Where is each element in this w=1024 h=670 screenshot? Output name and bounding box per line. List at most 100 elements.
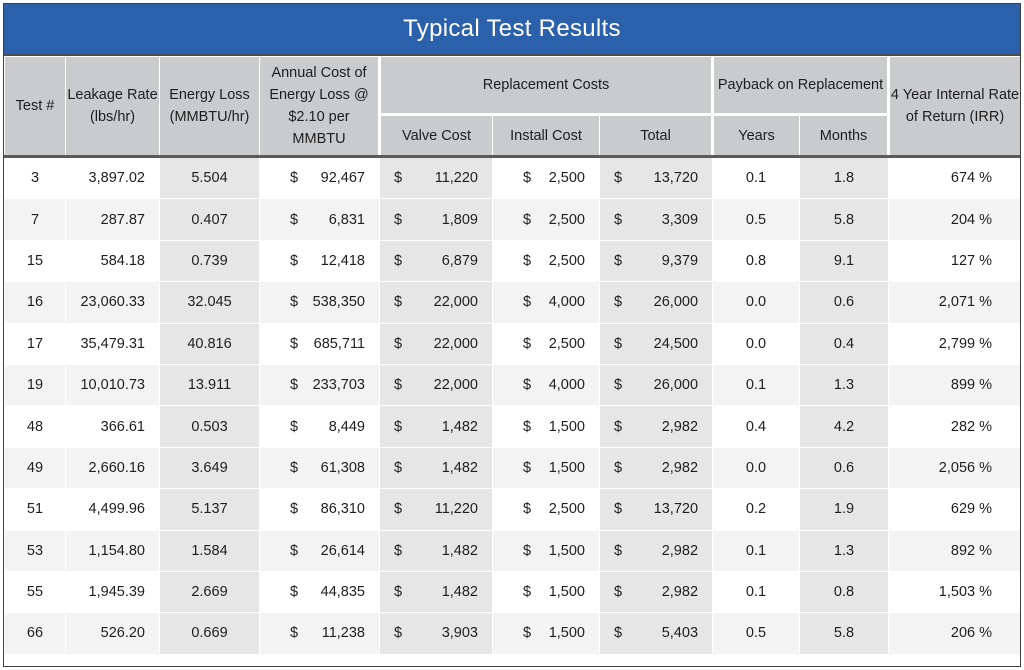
cell-test: 49 — [4, 446, 66, 490]
currency-symbol: $ — [394, 501, 403, 518]
cell-test: 66 — [4, 612, 66, 655]
cell-value: 26,000 — [653, 294, 699, 311]
currency-symbol: $ — [394, 584, 403, 601]
cell-value: 22,000 — [433, 377, 478, 394]
cell-value: 1,809 — [441, 211, 478, 228]
header-replacement-costs: Replacement Costs — [377, 56, 714, 116]
cell-value: 24,500 — [653, 335, 699, 352]
currency-symbol: $ — [523, 418, 532, 435]
table-header: Test # Leakage Rate (lbs/hr) Energy Loss… — [4, 56, 1020, 158]
currency-symbol: $ — [394, 459, 403, 476]
currency-symbol: $ — [523, 294, 532, 311]
currency-symbol: $ — [290, 294, 299, 311]
header-leakage-rate: Leakage Rate (lbs/hr) — [65, 56, 160, 158]
cell-leakage: 23,060.33 — [65, 281, 160, 324]
cell-leakage: 2,660.16 — [65, 446, 160, 490]
header-test: Test # — [4, 56, 66, 158]
currency-symbol: $ — [290, 377, 299, 394]
cell-annual: $538,350 — [259, 281, 380, 324]
table-row: 48 366.61 0.503 $8,449 $1,482 $1,500 $2,982 0.4… — [4, 405, 1020, 448]
header-total: Total — [598, 114, 714, 158]
header-irr: 4 Year Internal Rate of Return (IRR) — [887, 56, 1020, 158]
cell-annual: $92,467 — [259, 155, 380, 200]
cell-total: $3,309 — [598, 198, 714, 241]
cell-value: 233,703 — [312, 377, 365, 394]
cell-test: 48 — [4, 405, 66, 448]
cell-annual: $233,703 — [259, 363, 380, 407]
cell-value: 2,982 — [661, 418, 699, 435]
cell-leakage: 3,897.02 — [65, 155, 160, 200]
cell-value: 5,403 — [661, 625, 699, 642]
table-body: 3 3,897.02 5.504 $92,467 $11,220 $2,500 $13,72… — [4, 155, 1020, 655]
cell-value: 4,000 — [548, 294, 585, 311]
cell-years: 0.0 — [712, 446, 801, 490]
cell-install: $1,500 — [492, 529, 600, 572]
cell-years: 0.5 — [712, 198, 801, 241]
header-annual-cost: Annual Cost of Energy Loss @ $2.10 per M… — [259, 56, 380, 158]
cell-test: 17 — [4, 322, 66, 365]
cell-value: 9,379 — [661, 252, 699, 269]
currency-symbol: $ — [394, 170, 403, 187]
cell-years: 0.4 — [712, 405, 801, 448]
cell-install: $1,500 — [492, 570, 600, 614]
currency-symbol: $ — [614, 170, 623, 187]
currency-symbol: $ — [290, 335, 299, 352]
cell-years: 0.0 — [712, 322, 801, 365]
cell-leakage: 4,499.96 — [65, 488, 160, 531]
cell-total: $2,982 — [598, 405, 714, 448]
cell-energy: 0.407 — [159, 198, 260, 241]
cell-value: 2,982 — [661, 542, 699, 559]
currency-symbol: $ — [614, 211, 623, 228]
cell-years: 0.1 — [712, 363, 801, 407]
cell-months: 5.8 — [799, 198, 890, 241]
cell-value: 1,500 — [548, 542, 585, 559]
cell-annual: $6,831 — [259, 198, 380, 241]
currency-symbol: $ — [614, 377, 623, 394]
cell-energy: 0.739 — [159, 239, 260, 283]
cell-test: 53 — [4, 529, 66, 572]
cell-value: 11,220 — [434, 170, 478, 187]
currency-symbol: $ — [394, 625, 403, 642]
cell-test: 3 — [4, 155, 66, 200]
cell-install: $4,000 — [492, 281, 600, 324]
header-install-cost: Install Cost — [492, 114, 600, 158]
cell-years: 0.1 — [712, 529, 801, 572]
cell-valve: $1,482 — [379, 405, 493, 448]
currency-symbol: $ — [614, 584, 623, 601]
cell-value: 22,000 — [433, 335, 478, 352]
cell-annual: $61,308 — [259, 446, 380, 490]
cell-value: 86,310 — [320, 501, 365, 518]
cell-energy: 0.669 — [159, 612, 260, 655]
cell-value: 61,308 — [320, 459, 365, 476]
currency-symbol: $ — [290, 542, 299, 559]
cell-test: 55 — [4, 570, 66, 614]
header-payback: Payback on Replacement — [711, 56, 890, 116]
cell-value: 1,482 — [441, 459, 478, 476]
currency-symbol: $ — [290, 211, 299, 228]
header-months: Months — [799, 114, 890, 158]
cell-annual: $12,418 — [259, 239, 380, 283]
results-table: Test # Leakage Rate (lbs/hr) Energy Loss… — [4, 56, 1020, 655]
table-row: 66 526.20 0.669 $11,238 $3,903 $1,500 $5,403 0.… — [4, 612, 1020, 655]
cell-value: 1,482 — [441, 542, 478, 559]
cell-install: $2,500 — [492, 488, 600, 531]
cell-value: 4,000 — [548, 377, 585, 394]
cell-value: 26,614 — [320, 542, 365, 559]
currency-symbol: $ — [394, 542, 403, 559]
cell-valve: $1,482 — [379, 570, 493, 614]
cell-value: 685,711 — [313, 335, 365, 352]
cell-irr: 2,071 % — [888, 281, 1020, 324]
cell-leakage: 584.18 — [65, 239, 160, 283]
cell-irr: 282 % — [888, 405, 1020, 448]
cell-months: 5.8 — [799, 612, 890, 655]
cell-years: 0.1 — [712, 570, 801, 614]
cell-value: 1,500 — [548, 584, 585, 601]
cell-value: 8,449 — [328, 418, 365, 435]
cell-total: $26,000 — [598, 281, 714, 324]
currency-symbol: $ — [614, 252, 623, 269]
currency-symbol: $ — [614, 335, 623, 352]
cell-months: 0.4 — [799, 322, 890, 365]
cell-install: $1,500 — [492, 446, 600, 490]
cell-value: 1,482 — [441, 418, 478, 435]
cell-value: 13,720 — [653, 170, 699, 187]
